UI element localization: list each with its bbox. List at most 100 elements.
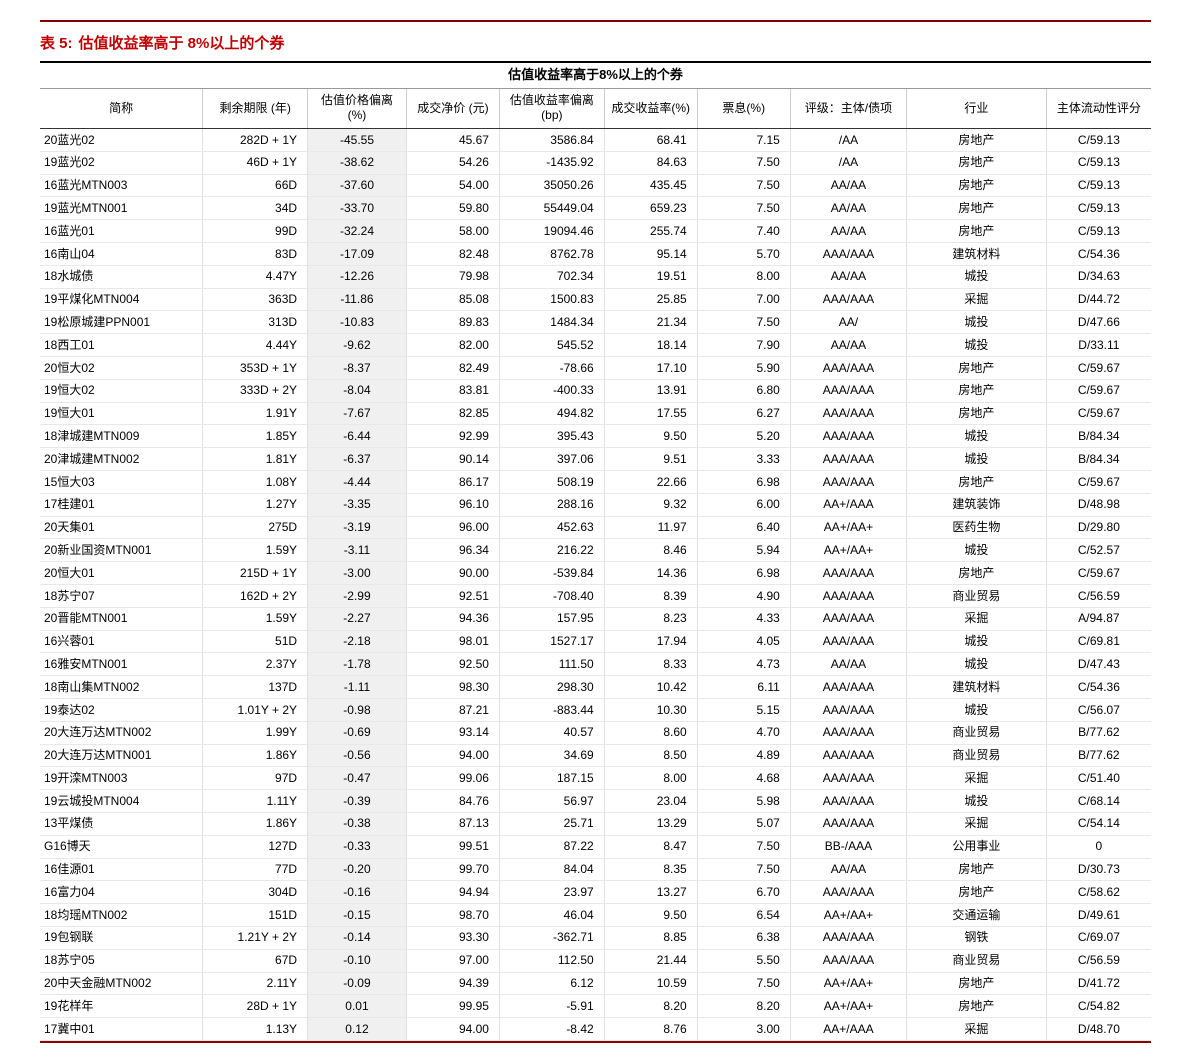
table-cell: -2.27 (308, 607, 407, 630)
table-cell: /AA (790, 151, 906, 174)
col-header-name: 简称 (40, 88, 203, 128)
table-cell: 6.27 (697, 402, 790, 425)
table-row: 18南山集MTN002137D-1.1198.30298.3010.426.11… (40, 676, 1151, 699)
table-cell: AA/AA (790, 220, 906, 243)
table-cell: C/54.36 (1046, 676, 1151, 699)
table-cell: B/77.62 (1046, 721, 1151, 744)
table-cell: C/59.13 (1046, 197, 1151, 220)
table-cell: 19094.46 (499, 220, 604, 243)
table-cell: 25.85 (604, 288, 697, 311)
table-cell: 6.12 (499, 972, 604, 995)
table-cell: 93.30 (406, 926, 499, 949)
table-cell: -8.42 (499, 1018, 604, 1041)
table-cell: D/49.61 (1046, 904, 1151, 927)
table-cell: 房地产 (907, 562, 1047, 585)
table-cell: -1.78 (308, 653, 407, 676)
table-cell: AAA/AAA (790, 288, 906, 311)
table-cell: AA/AA (790, 334, 906, 357)
table-cell: 83.81 (406, 379, 499, 402)
table-cell: 6.40 (697, 516, 790, 539)
table-cell: 83D (203, 243, 308, 266)
table-cell: AAA/AAA (790, 767, 906, 790)
table-cell: D/34.63 (1046, 265, 1151, 288)
table-cell: C/59.13 (1046, 129, 1151, 152)
table-cell: -3.35 (308, 493, 407, 516)
table-cell: 89.83 (406, 311, 499, 334)
table-cell: 23.97 (499, 881, 604, 904)
table-cell: 20天集01 (40, 516, 203, 539)
table-cell: C/58.62 (1046, 881, 1151, 904)
table-cell: 1.59Y (203, 607, 308, 630)
table-cell: 19云城投MTN004 (40, 790, 203, 813)
table-cell: -708.40 (499, 585, 604, 608)
table-cell: AAA/AAA (790, 812, 906, 835)
table-cell: 54.00 (406, 174, 499, 197)
table-cell: C/52.57 (1046, 539, 1151, 562)
table-cell: 96.00 (406, 516, 499, 539)
table-cell: 51D (203, 630, 308, 653)
table-cell: 1.08Y (203, 471, 308, 494)
table-cell: -883.44 (499, 699, 604, 722)
table-cell: 9.50 (604, 904, 697, 927)
table-cell: 5.15 (697, 699, 790, 722)
table-cell: 40.57 (499, 721, 604, 744)
table-cell: AAA/AAA (790, 607, 906, 630)
table-cell: C/54.14 (1046, 812, 1151, 835)
table-cell: C/59.13 (1046, 174, 1151, 197)
table-cell: AAA/AAA (790, 448, 906, 471)
table-cell: 19恒大01 (40, 402, 203, 425)
table-cell: -78.66 (499, 357, 604, 380)
table-cell: 313D (203, 311, 308, 334)
table-cell: 1500.83 (499, 288, 604, 311)
bond-table: 估值收益率高于8%以上的个券 简称 剩余期限 (年) 估值价格偏离 (%) 成交… (40, 63, 1151, 1041)
table-cell: 1.85Y (203, 425, 308, 448)
col-header-rating: 评级：主体/债项 (790, 88, 906, 128)
table-cell: 17冀中01 (40, 1018, 203, 1041)
table-cell: 90.14 (406, 448, 499, 471)
table-cell: AA+/AA+ (790, 904, 906, 927)
table-cell: 5.20 (697, 425, 790, 448)
col-header-liquidity: 主体流动性评分 (1046, 88, 1151, 128)
table-cell: 10.30 (604, 699, 697, 722)
table-row: 18苏宁07162D + 2Y-2.9992.51-708.408.394.90… (40, 585, 1151, 608)
table-cell: 3.00 (697, 1018, 790, 1041)
table-row: 15恒大031.08Y-4.4486.17508.1922.666.98AAA/… (40, 471, 1151, 494)
table-cell: AAA/AAA (790, 881, 906, 904)
table-cell: -12.26 (308, 265, 407, 288)
table-cell: -45.55 (308, 129, 407, 152)
table-row: 16兴蓉0151D-2.1898.011527.1717.944.05AAA/A… (40, 630, 1151, 653)
table-cell: C/59.67 (1046, 402, 1151, 425)
table-cell: AAA/AAA (790, 949, 906, 972)
table-cell: 282D + 1Y (203, 129, 308, 152)
table-cell: 7.00 (697, 288, 790, 311)
table-cell: 494.82 (499, 402, 604, 425)
table-cell: 82.00 (406, 334, 499, 357)
table-cell: 17.55 (604, 402, 697, 425)
table-cell: -11.86 (308, 288, 407, 311)
table-cell: D/44.72 (1046, 288, 1151, 311)
table-cell: 6.11 (697, 676, 790, 699)
table-cell: AAA/AAA (790, 676, 906, 699)
table-cell: 20晋能MTN001 (40, 607, 203, 630)
table-cell: -0.56 (308, 744, 407, 767)
table-cell: AA/AA (790, 265, 906, 288)
table-cell: 99.06 (406, 767, 499, 790)
table-cell: 4.70 (697, 721, 790, 744)
table-cell: 7.50 (697, 197, 790, 220)
table-cell: 127D (203, 835, 308, 858)
table-cell: -0.10 (308, 949, 407, 972)
table-row: 19包钢联1.21Y + 2Y-0.1493.30-362.718.856.38… (40, 926, 1151, 949)
table-cell: -0.14 (308, 926, 407, 949)
table-cell: 333D + 2Y (203, 379, 308, 402)
table-cell: -400.33 (499, 379, 604, 402)
table-cell: 8.85 (604, 926, 697, 949)
table-cell: 采掘 (907, 607, 1047, 630)
table-row: 13平煤债1.86Y-0.3887.1325.7113.295.07AAA/AA… (40, 812, 1151, 835)
table-cell: 84.63 (604, 151, 697, 174)
table-cell: 8762.78 (499, 243, 604, 266)
table-cell: 16兴蓉01 (40, 630, 203, 653)
table-cell: 4.68 (697, 767, 790, 790)
table-cell: AAA/AAA (790, 699, 906, 722)
table-row: 20中天金融MTN0022.11Y-0.0994.396.1210.597.50… (40, 972, 1151, 995)
table-cell: 19开滦MTN003 (40, 767, 203, 790)
